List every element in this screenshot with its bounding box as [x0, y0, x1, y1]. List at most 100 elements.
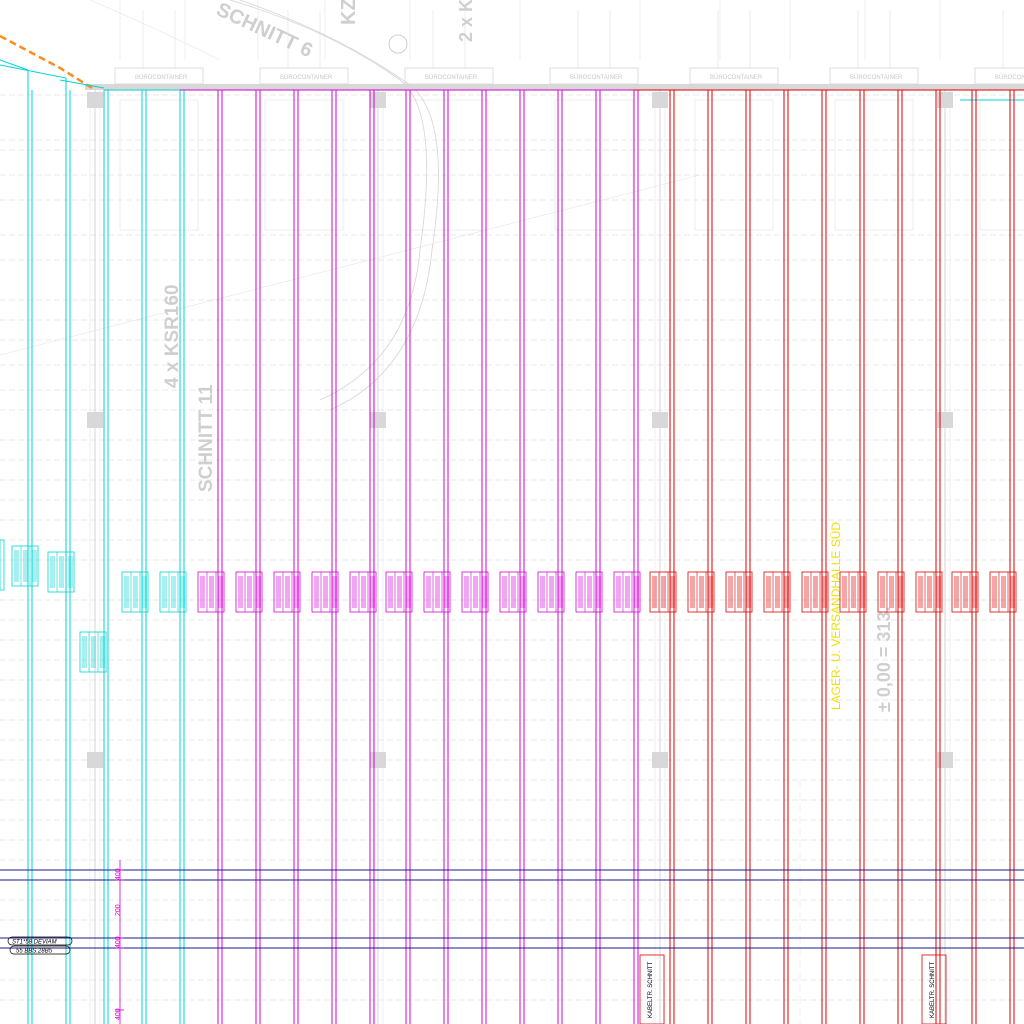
cable-tag — [47, 551, 75, 593]
cable-tag — [537, 571, 565, 613]
cable-tag — [311, 571, 339, 613]
cable-tag-box — [763, 571, 791, 613]
cable-tag-box — [725, 571, 753, 613]
cable-tag — [121, 571, 149, 613]
container-box — [259, 67, 349, 85]
cyan-cable-bend — [0, 59, 29, 90]
section-marker-2: KABELTR. SCHNITT — [930, 961, 936, 1018]
cable-tag-text-mark — [972, 576, 977, 608]
container-outline — [694, 99, 774, 231]
curve-line — [239, 0, 439, 411]
column-block — [87, 412, 103, 428]
cable-tag-box — [575, 571, 603, 613]
cable-tag — [11, 545, 39, 587]
cable-tag-text-mark — [180, 576, 185, 608]
cable-tag-text-mark — [473, 576, 478, 608]
cable-tag-text-mark — [661, 576, 666, 608]
cable-tag-text-mark — [100, 636, 105, 668]
dimension-label: 400 — [115, 936, 122, 948]
cable-tag-text-mark — [936, 576, 941, 608]
container-outline — [979, 99, 1024, 231]
cable-tag-text-mark — [444, 576, 449, 608]
elevation-label: ± 0,00 = 313. — [874, 607, 894, 712]
cable-tag-text-mark — [889, 576, 894, 608]
cable-tag-text-mark — [578, 576, 583, 608]
left-section-tags: ST1*58 DEVIAM 55 BBS.28B5 — [7, 936, 73, 955]
cable-tag-box — [197, 571, 225, 613]
cable-tag-box — [121, 571, 149, 613]
cable-tag-text-mark — [520, 576, 525, 608]
cable-tag-text-mark — [596, 576, 601, 608]
container-label: BÜROCONTAINER — [280, 74, 333, 81]
cable-tag-text-mark — [992, 576, 997, 608]
column-block — [937, 92, 953, 108]
diagonal-line — [0, 174, 701, 356]
section-tag-1: ST1*58 DEVIAM — [12, 940, 57, 946]
manhole-circle — [388, 34, 408, 54]
four-x-ksr-label: 4 x KSR160 — [162, 284, 183, 388]
cable-tag-text-mark — [822, 576, 827, 608]
cable-tag-text-mark — [616, 576, 621, 608]
cable-tag — [725, 571, 753, 613]
cable-tag-text-mark — [1010, 576, 1015, 608]
cable-tag-text-mark — [142, 576, 147, 608]
cable-tag-text-mark — [23, 550, 28, 582]
container-label: BÜROCONTAINER — [710, 74, 763, 81]
cyan-cable-bend — [0, 64, 67, 90]
section-marker-1: KABELTR. SCHNITT — [648, 961, 654, 1018]
cable-tag — [915, 571, 943, 613]
cable-tag-text-mark — [171, 576, 176, 608]
cable-tag-text-mark — [558, 576, 563, 608]
cable-tag — [649, 571, 677, 613]
dimension-labels: 400 200 400 400 — [115, 868, 122, 1020]
cable-tag-text-mark — [860, 576, 865, 608]
cable-tag-text-mark — [954, 576, 959, 608]
column-block — [937, 412, 953, 428]
cable-tag-text-mark — [775, 576, 780, 608]
cable-tag-box — [649, 571, 677, 613]
cable-tag-box — [801, 571, 829, 613]
cable-tag-box — [79, 631, 107, 673]
container-label: BÜROCONTAINER — [135, 74, 188, 81]
column-block — [652, 752, 668, 768]
cable-tag-box — [915, 571, 943, 613]
cyan-cable-bend — [59, 79, 105, 89]
cable-tag-text-mark — [746, 576, 751, 608]
cable-tag-text-mark — [880, 576, 885, 608]
cable-tag — [801, 571, 829, 613]
cable-tag-text-mark — [133, 576, 138, 608]
container-box — [974, 67, 1024, 85]
cable-tag-text-mark — [464, 576, 469, 608]
cable-tag-box — [349, 571, 377, 613]
cable-tag-text-mark — [294, 576, 299, 608]
dimension-label: 400 — [115, 868, 122, 880]
column-block — [87, 752, 103, 768]
cable-tag-text-mark — [68, 556, 73, 588]
cable-tag-box — [537, 571, 565, 613]
column-block — [87, 92, 103, 108]
cable-tag-text-mark — [238, 576, 243, 608]
orange-boundary-line — [0, 34, 93, 90]
bottom-section-tags: KABELTR. SCHNITT KABELTR. SCHNITT — [639, 954, 947, 1024]
column-block — [652, 92, 668, 108]
container-box — [829, 67, 919, 85]
cable-tag-box — [839, 571, 867, 613]
cable-tag-text-mark — [784, 576, 789, 608]
cable-tag-text-mark — [82, 636, 87, 668]
cable-tag-text-mark — [14, 550, 19, 582]
cable-tag — [951, 571, 979, 613]
cable-tag-text-mark — [963, 576, 968, 608]
cable-tag — [613, 571, 641, 613]
cable-tag — [423, 571, 451, 613]
cable-tag-text-mark — [370, 576, 375, 608]
cable-tag — [839, 571, 867, 613]
cable-tag-text-mark — [634, 576, 639, 608]
cable-tag — [877, 571, 905, 613]
cable-tag-text-mark — [397, 576, 402, 608]
cable-tag-text-mark — [511, 576, 516, 608]
cable-tag-text-mark — [898, 576, 903, 608]
container-label: BÜROCONTAINER — [995, 74, 1024, 81]
cable-tag-text-mark — [91, 636, 96, 668]
cable-tag-box — [47, 551, 75, 593]
